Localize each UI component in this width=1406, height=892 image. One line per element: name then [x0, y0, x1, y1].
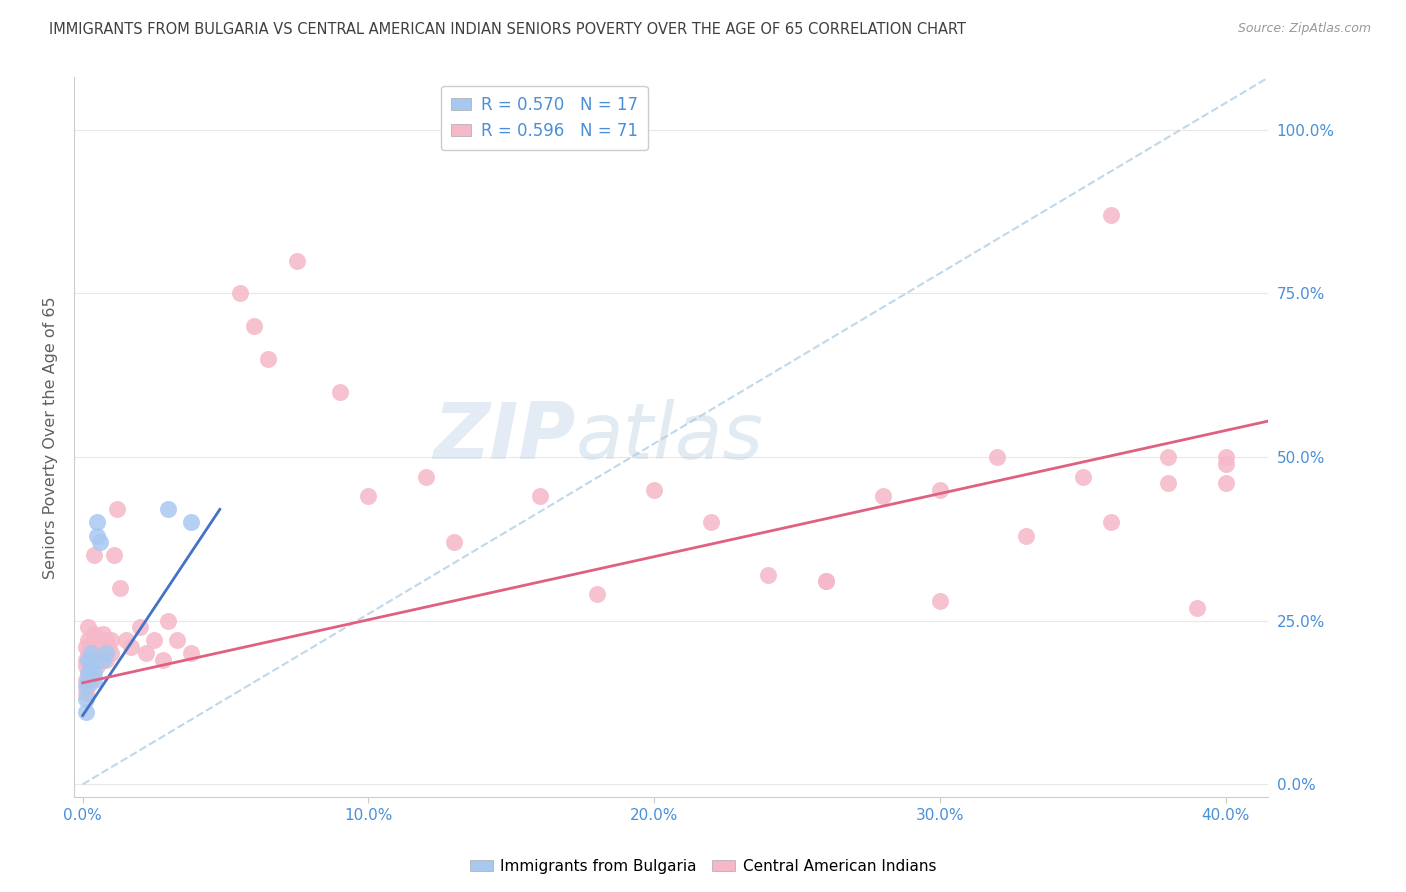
- Point: [80, 673, 103, 687]
- Point: [357, 489, 380, 503]
- Point: [586, 587, 609, 601]
- Point: [77, 673, 100, 687]
- Point: [100, 633, 122, 648]
- Point: [75, 706, 97, 720]
- Point: [157, 502, 180, 516]
- Point: [83, 548, 105, 562]
- Point: [103, 548, 125, 562]
- Point: [80, 659, 103, 673]
- Point: [86, 633, 108, 648]
- Point: [75, 692, 97, 706]
- Point: [94, 653, 117, 667]
- Point: [1215, 457, 1237, 471]
- Point: [329, 384, 352, 399]
- Point: [91, 653, 114, 667]
- Point: [94, 633, 117, 648]
- Point: [83, 626, 105, 640]
- Point: [97, 640, 120, 654]
- Point: [1071, 469, 1094, 483]
- Text: Source: ZipAtlas.com: Source: ZipAtlas.com: [1237, 22, 1371, 36]
- Point: [814, 574, 837, 589]
- Point: [157, 614, 180, 628]
- Point: [443, 535, 465, 549]
- Point: [75, 640, 97, 654]
- Point: [83, 673, 105, 687]
- Point: [872, 489, 894, 503]
- Point: [108, 581, 131, 595]
- Text: IMMIGRANTS FROM BULGARIA VS CENTRAL AMERICAN INDIAN SENIORS POVERTY OVER THE AGE: IMMIGRANTS FROM BULGARIA VS CENTRAL AMER…: [49, 22, 966, 37]
- Point: [415, 469, 437, 483]
- Point: [75, 679, 97, 693]
- Point: [986, 450, 1008, 464]
- Point: [105, 502, 128, 516]
- Point: [86, 646, 108, 660]
- Point: [91, 626, 114, 640]
- Point: [1157, 450, 1180, 464]
- Point: [77, 666, 100, 681]
- Point: [77, 653, 100, 667]
- Point: [928, 594, 950, 608]
- Point: [100, 646, 122, 660]
- Point: [814, 574, 837, 589]
- Point: [77, 666, 100, 681]
- Point: [1014, 528, 1036, 542]
- Point: [700, 516, 723, 530]
- Point: [94, 646, 117, 660]
- Point: [1099, 516, 1122, 530]
- Point: [91, 646, 114, 660]
- Point: [166, 633, 188, 648]
- Point: [77, 679, 100, 693]
- Point: [75, 686, 97, 700]
- Point: [77, 633, 100, 648]
- Point: [80, 646, 103, 660]
- Text: atlas: atlas: [575, 400, 763, 475]
- Point: [114, 633, 136, 648]
- Point: [80, 659, 103, 673]
- Point: [89, 640, 111, 654]
- Legend: R = 0.570   N = 17, R = 0.596   N = 71: R = 0.570 N = 17, R = 0.596 N = 71: [440, 86, 648, 150]
- Point: [120, 640, 142, 654]
- Point: [135, 646, 157, 660]
- Point: [1271, 483, 1294, 497]
- Point: [77, 620, 100, 634]
- Point: [1099, 208, 1122, 222]
- Point: [86, 659, 108, 673]
- Point: [928, 483, 950, 497]
- Point: [83, 646, 105, 660]
- Point: [180, 646, 202, 660]
- Point: [285, 253, 308, 268]
- Point: [128, 620, 150, 634]
- Legend: Immigrants from Bulgaria, Central American Indians: Immigrants from Bulgaria, Central Americ…: [464, 853, 942, 880]
- Point: [1157, 476, 1180, 491]
- Point: [529, 489, 551, 503]
- Point: [257, 351, 280, 366]
- Point: [229, 286, 252, 301]
- Point: [143, 633, 166, 648]
- Point: [243, 319, 266, 334]
- Point: [75, 653, 97, 667]
- Y-axis label: Seniors Poverty Over the Age of 65: Seniors Poverty Over the Age of 65: [44, 296, 58, 579]
- Point: [1185, 600, 1208, 615]
- Point: [80, 640, 103, 654]
- Point: [1215, 450, 1237, 464]
- Point: [89, 653, 111, 667]
- Point: [180, 516, 202, 530]
- Point: [89, 535, 111, 549]
- Point: [75, 659, 97, 673]
- Point: [86, 528, 108, 542]
- Point: [75, 673, 97, 687]
- Point: [80, 653, 103, 667]
- Point: [1215, 476, 1237, 491]
- Point: [77, 646, 100, 660]
- Point: [152, 653, 174, 667]
- Text: ZIP: ZIP: [433, 400, 575, 475]
- Point: [86, 516, 108, 530]
- Point: [643, 483, 665, 497]
- Point: [758, 567, 780, 582]
- Point: [83, 666, 105, 681]
